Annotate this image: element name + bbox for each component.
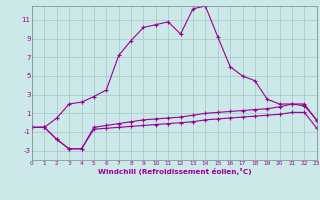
X-axis label: Windchill (Refroidissement éolien,°C): Windchill (Refroidissement éolien,°C)	[98, 168, 251, 175]
